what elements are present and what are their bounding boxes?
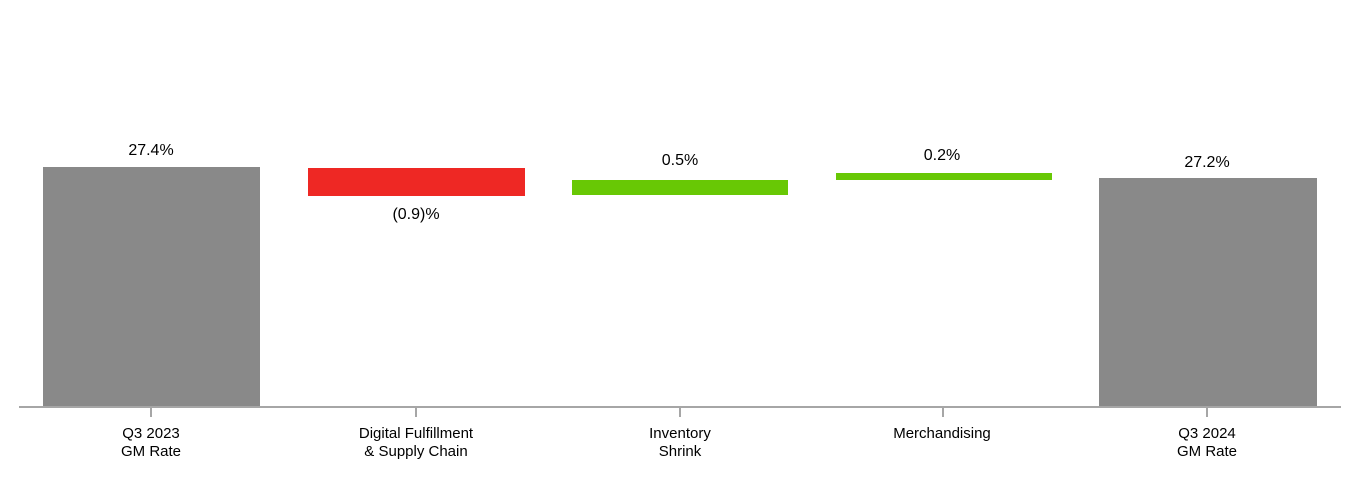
x-axis-tick-q3-2023 — [150, 408, 152, 417]
bar-digital-fulfillment-supply-chain — [308, 168, 525, 196]
x-axis-label-line: GM Rate — [1176, 443, 1237, 460]
bar-q3-2023-gm-rate — [43, 167, 260, 407]
value-label-inventory-shrink: 0.5% — [661, 152, 699, 169]
x-axis-label-line: & Supply Chain — [364, 443, 468, 460]
x-axis-label-line: Merchandising — [893, 425, 991, 442]
value-label-digital-fulfillment: (0.9)% — [392, 206, 440, 223]
x-axis-tick-q3-2024 — [1206, 408, 1208, 417]
x-axis-label-line: GM Rate — [120, 443, 181, 460]
x-axis-label-line: Q3 2023 — [122, 425, 180, 442]
value-label-merchandising: 0.2% — [923, 147, 961, 164]
bar-merchandising — [836, 173, 1052, 180]
x-axis-tick-inventory-shrink — [679, 408, 681, 417]
x-axis-label-merchandising: Merchandising — [832, 425, 1052, 443]
x-axis-tick-digital-fulfillment — [415, 408, 417, 417]
x-axis-label-line: Shrink — [658, 443, 702, 460]
value-label-q3-2024: 27.2% — [1184, 154, 1230, 171]
x-axis-label-q3-2024: Q3 2024 GM Rate — [1097, 425, 1317, 461]
bar-q3-2024-gm-rate — [1099, 178, 1317, 407]
x-axis-label-line: Inventory — [649, 425, 711, 442]
bar-inventory-shrink — [572, 180, 788, 195]
x-axis-label-inventory-shrink: Inventory Shrink — [570, 425, 790, 461]
x-axis-label-digital-fulfillment: Digital Fulfillment & Supply Chain — [306, 425, 526, 461]
x-axis-label-line: Q3 2024 — [1178, 425, 1236, 442]
x-axis-label-line: Digital Fulfillment — [358, 425, 474, 442]
x-axis-line — [19, 406, 1341, 408]
value-label-q3-2023: 27.4% — [128, 142, 174, 159]
x-axis-label-q3-2023: Q3 2023 GM Rate — [41, 425, 261, 461]
x-axis-tick-merchandising — [942, 408, 944, 417]
